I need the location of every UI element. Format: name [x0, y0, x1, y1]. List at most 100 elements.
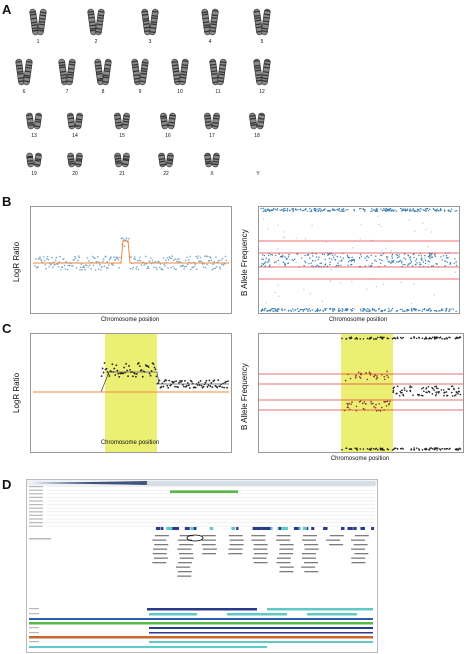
logr-point [46, 257, 48, 260]
baf-het-point [366, 255, 369, 257]
baf-homozygous-point [438, 448, 441, 450]
logr-point [202, 385, 205, 388]
gene-name-entry [152, 539, 167, 541]
chromosome-band [205, 160, 212, 163]
baf-homozygous-point [352, 307, 354, 310]
chromosome-band [26, 117, 33, 120]
baf-homozygous-point [271, 307, 274, 310]
logr-point [187, 263, 189, 266]
track-label [29, 613, 39, 615]
logr-point [105, 367, 108, 370]
chromosome-band [255, 76, 263, 79]
logr-point [116, 256, 119, 259]
baf-homozygous-point [379, 447, 382, 450]
baf-het-point [391, 260, 393, 262]
chromosome-band [97, 16, 104, 20]
baf-homozygous-point [394, 209, 396, 211]
chromosome-band [205, 120, 212, 124]
annotation-track-segment [307, 613, 357, 616]
chromatid [33, 112, 42, 130]
baf-homozygous-point [369, 448, 371, 450]
chromosome-band [209, 30, 216, 33]
chromosome-band [256, 79, 263, 82]
baf-homozygous-point [383, 449, 385, 451]
chromosome-band [140, 72, 147, 75]
chromosome-X-pair [204, 152, 220, 168]
chromosome-band [61, 80, 68, 83]
gene-name-entry [351, 539, 366, 541]
chromosome-band [18, 80, 25, 83]
baf-het-point [353, 258, 355, 261]
baf-het-point [364, 265, 366, 267]
chromosome-band [144, 29, 151, 33]
baf-het-point [455, 393, 457, 396]
logr-point [185, 384, 188, 387]
logr-point [106, 371, 109, 373]
logr-point [166, 257, 168, 259]
baf-homozygous-point [450, 210, 452, 213]
logr-point [137, 362, 140, 364]
baf-scatter-point [330, 269, 332, 271]
logr-point [177, 386, 179, 389]
chromosome-band [122, 159, 129, 162]
baf-het-point [375, 260, 377, 262]
chromosome-band [141, 64, 148, 67]
baf-het-point [408, 263, 411, 265]
chromosome-12-b [261, 58, 271, 86]
logr-point [117, 259, 120, 261]
baf-homozygous-point [416, 210, 419, 212]
baf-het-point [424, 259, 427, 262]
baf-split-point [383, 378, 386, 381]
logr-point [215, 266, 218, 268]
baf-homozygous-point [408, 309, 410, 311]
baf-het-point [400, 260, 403, 263]
chromosome-label-3: 3 [148, 39, 152, 45]
chromosome-band [114, 154, 121, 157]
baf-homozygous-point [422, 209, 424, 211]
baf-het-point [425, 391, 428, 394]
baf-homozygous-point [442, 309, 444, 311]
baf-scatter-point [304, 238, 307, 240]
baf-homozygous-point [458, 447, 460, 450]
baf-het-point [420, 394, 423, 397]
logr-point [171, 255, 174, 257]
chromosome-band [58, 61, 65, 64]
baf-homozygous-point [360, 208, 362, 210]
chromosome-band [34, 159, 41, 162]
chromosome-band [212, 158, 220, 161]
chromosome-16-b [167, 112, 176, 130]
baf-scatter-point [427, 246, 429, 248]
chromosome-band [27, 162, 34, 165]
baf-homozygous-point [368, 310, 370, 312]
chromosome-19-a [26, 152, 34, 168]
logr-point [216, 386, 219, 389]
annotation-track-segment [29, 622, 373, 625]
chromosome-label-10: 10 [177, 89, 183, 95]
baf-het-point [386, 256, 389, 258]
chromosome-band [174, 77, 181, 80]
chromosome-band [211, 72, 218, 76]
baf-homozygous-point [308, 308, 311, 310]
baf-homozygous-point [443, 337, 446, 340]
baf-het-point [336, 264, 338, 267]
logr-point [66, 268, 69, 271]
baf-homozygous-point [329, 308, 332, 310]
baf-het-point [309, 257, 311, 259]
gene-name-entry [251, 539, 266, 541]
logr-point [174, 258, 177, 260]
baf-homozygous-point [289, 309, 292, 312]
baf-homozygous-point [411, 209, 414, 211]
b-baf-ylabel: B Allele Frequency [240, 229, 249, 296]
gene-name-entry [302, 539, 317, 541]
baf-homozygous-point [359, 308, 362, 310]
logr-point [155, 266, 157, 269]
chromosome-band [258, 113, 265, 116]
gene-name-entry [152, 553, 167, 555]
chromosome-band [174, 80, 181, 83]
baf-homozygous-point [267, 208, 269, 210]
gene-name-entry [202, 553, 217, 555]
track-label [29, 489, 43, 491]
logr-point [116, 369, 119, 372]
baf-split-point [386, 400, 389, 403]
baf-het-point [410, 386, 413, 388]
